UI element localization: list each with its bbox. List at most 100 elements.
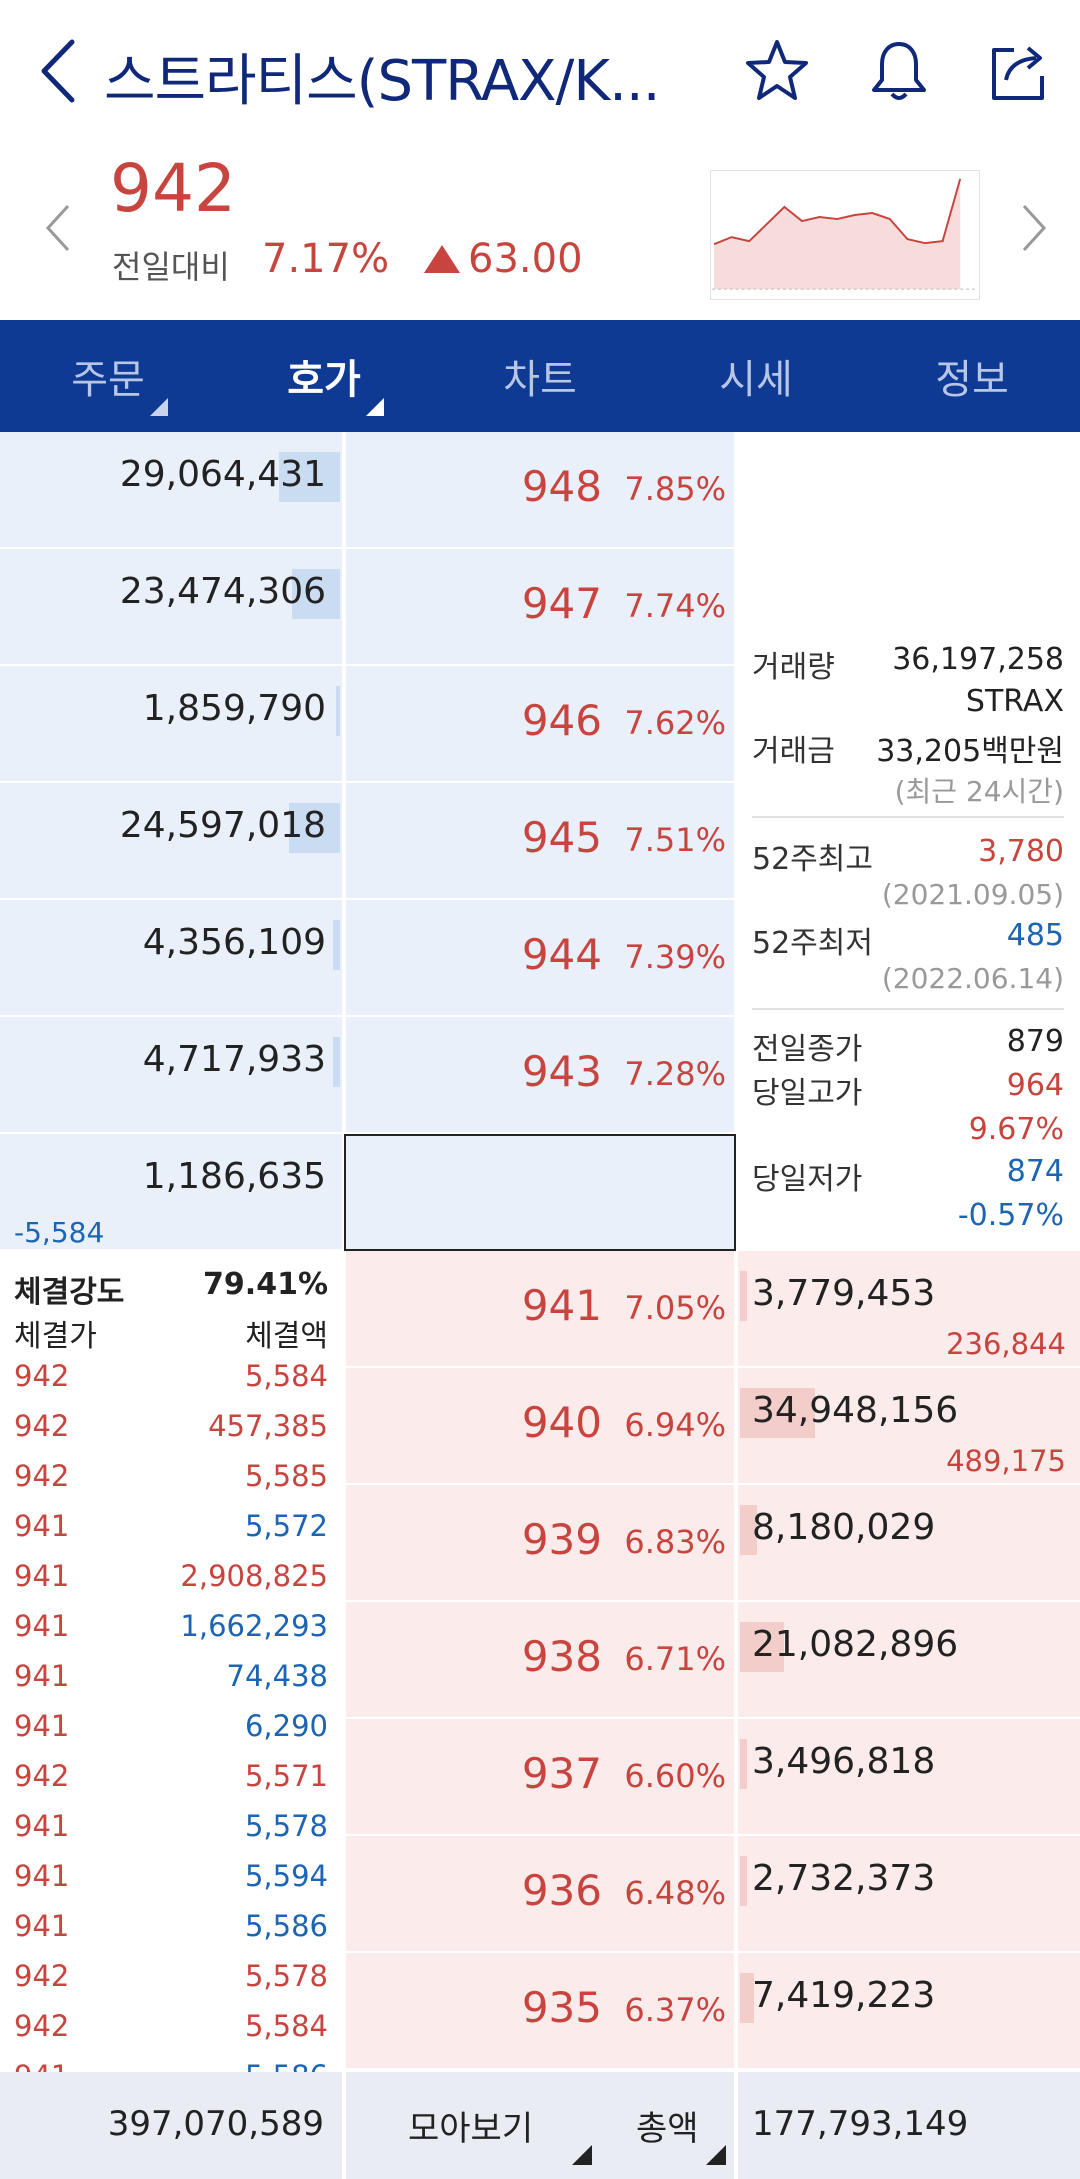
bid-row[interactable]: 935 6.37% 7,419,223 (0, 1953, 1080, 2070)
ask-percent: 7.85% (624, 470, 726, 508)
current-price: 942 (110, 150, 236, 227)
ask-price-cell: 943 7.28% (346, 1017, 734, 1132)
total-bid-volume: 177,793,149 (752, 2104, 969, 2144)
total-ask-volume: 397,070,589 (107, 2104, 324, 2144)
ask-volume-cell: 1,859,790 (0, 666, 342, 781)
bell-icon[interactable] (864, 36, 934, 106)
trade-row: 942 457,385 (0, 1409, 342, 1459)
recent-trades-panel: 체결강도 79.41% 체결가 체결액 942 5,584 942 457,385 94… (0, 1251, 342, 2072)
bid-price-cell: 938 6.71% (346, 1602, 734, 1717)
bid-row[interactable]: 938 6.71% 21,082,896 (0, 1602, 1080, 1719)
up-triangle-icon (424, 245, 460, 273)
bid-percent: 6.83% (624, 1523, 726, 1561)
bid-volume: 3,779,453 (752, 1273, 936, 1314)
ask-row[interactable]: 1,859,790 946 7.62% (0, 666, 734, 783)
ask-volume: 1,859,790 (142, 688, 326, 729)
trade-price: 941 (14, 1609, 70, 1643)
sum-mode-button[interactable]: 총액 (636, 2072, 726, 2179)
trade-row: 941 5,586 (0, 1909, 342, 1959)
bid-volume: 7,419,223 (752, 1975, 936, 2016)
trade-row: 942 5,584 (0, 1359, 342, 1409)
view-mode-label: 모아보기 (408, 2109, 534, 2149)
ask-volume-bar (336, 686, 340, 736)
tab-3[interactable]: 시세 (648, 320, 864, 432)
trade-price: 941 (14, 2059, 69, 2072)
ask-volume: 24,597,018 (119, 805, 326, 846)
price-sparkline[interactable] (710, 170, 980, 300)
bid-price: 935 (521, 1983, 602, 2032)
ask-percent: 7.28% (624, 1055, 726, 1093)
volume-value: 36,197,258 (892, 642, 1064, 677)
trade-price: 942 (14, 1759, 70, 1793)
change-percent: 7.17% (262, 236, 390, 282)
tab-1[interactable]: 호가 (216, 320, 432, 432)
bid-percent: 7.05% (624, 1289, 726, 1327)
bid-volume-bar (740, 1505, 757, 1555)
ask-percent: 7.62% (624, 704, 726, 742)
ask-price-cell: 948 7.85% (346, 432, 734, 547)
bid-row[interactable]: 937 6.60% 3,496,818 (0, 1719, 1080, 1836)
footer-bar: 397,070,589 모아보기 총액 177,793,149 (0, 2072, 1080, 2179)
tab-2[interactable]: 차트 (432, 320, 648, 432)
trade-amount: 5,586 (244, 1909, 328, 1943)
dropdown-corner-icon (150, 398, 168, 416)
tab-label: 주문 (71, 357, 145, 403)
ask-volume-cell: 23,474,306 (0, 549, 342, 664)
bid-percent: 6.37% (624, 1991, 726, 2029)
prev-arrow-icon[interactable] (40, 198, 80, 258)
share-icon[interactable] (984, 36, 1054, 106)
dropdown-corner-icon (366, 398, 384, 416)
ask-price: 947 (521, 579, 602, 628)
star-icon[interactable] (742, 36, 812, 106)
bid-change-volume: 489,175 (946, 1444, 1066, 1478)
tab-0[interactable]: 주문 (0, 320, 216, 432)
ask-row[interactable]: 4,717,933 943 7.28% (0, 1017, 734, 1134)
view-mode-button[interactable]: 모아보기 (408, 2072, 592, 2179)
bid-volume: 34,948,156 (752, 1390, 959, 1431)
ask-row[interactable]: 29,064,431 948 7.85% (0, 432, 734, 549)
ask-price-cell: 946 7.62% (346, 666, 734, 781)
bid-price-cell: 937 6.60% (346, 1719, 734, 1834)
price-summary: 942 전일대비 7.17% 63.00 (0, 150, 1080, 320)
sum-mode-label: 총액 (636, 2109, 699, 2149)
divider (342, 2072, 346, 2179)
bid-row[interactable]: 936 6.48% 2,732,373 (0, 1836, 1080, 1953)
prev-close-label: 전일종가 (752, 1032, 863, 1067)
bid-volume-bar (740, 1388, 815, 1438)
bid-price: 939 (521, 1515, 602, 1564)
ask-row[interactable]: 4,356,109 944 7.39% (0, 900, 734, 1017)
tab-4[interactable]: 정보 (864, 320, 1080, 432)
ask-volume: 4,717,933 (142, 1039, 326, 1080)
trade-price-header: 체결가 (14, 1319, 97, 1354)
ask-price-cell: 947 7.74% (346, 549, 734, 664)
trade-amount: 6,290 (244, 1709, 328, 1743)
bid-price-cell: 936 6.48% (346, 1836, 734, 1951)
low52-value: 485 (1006, 918, 1064, 953)
ask-percent: 7.74% (624, 587, 726, 625)
ask-price-cell: 945 7.51% (346, 783, 734, 898)
ask-volume-bar (278, 452, 340, 502)
ask-row[interactable]: 23,474,306 947 7.74% (0, 549, 734, 666)
bid-volume-cell: 21,082,896 (738, 1602, 1080, 1717)
bid-row[interactable]: 939 6.83% 8,180,029 (0, 1485, 1080, 1602)
bid-volume-cell: 7,419,223 (738, 1953, 1080, 2068)
ask-volume-bar (292, 569, 340, 619)
bid-price-cell: 939 6.83% (346, 1485, 734, 1600)
ask-row[interactable]: 24,597,018 945 7.51% (0, 783, 734, 900)
ask-volume-cell: 4,356,109 (0, 900, 342, 1015)
ask-price: 944 (521, 930, 602, 979)
bid-row[interactable]: 941 7.05% 3,779,453 236,844 (0, 1251, 1080, 1368)
ask-price: 943 (521, 1047, 602, 1096)
chevron-left-icon[interactable] (34, 36, 84, 106)
trade-amount: 2,908,825 (180, 1559, 328, 1593)
trade-amount: 5,594 (244, 1859, 328, 1893)
ask-percent: 7.39% (624, 938, 726, 976)
bid-volume-bar (740, 1622, 785, 1672)
trade-row: 941 5,572 (0, 1509, 342, 1559)
trade-row: 941 5,586 (0, 2059, 342, 2072)
bid-row[interactable]: 940 6.94% 34,948,156 489,175 (0, 1368, 1080, 1485)
next-arrow-icon[interactable] (1012, 198, 1052, 258)
day-high-value: 964 (1006, 1068, 1064, 1103)
bid-price: 937 (521, 1749, 602, 1798)
ask-volume-cell: 4,717,933 (0, 1017, 342, 1132)
